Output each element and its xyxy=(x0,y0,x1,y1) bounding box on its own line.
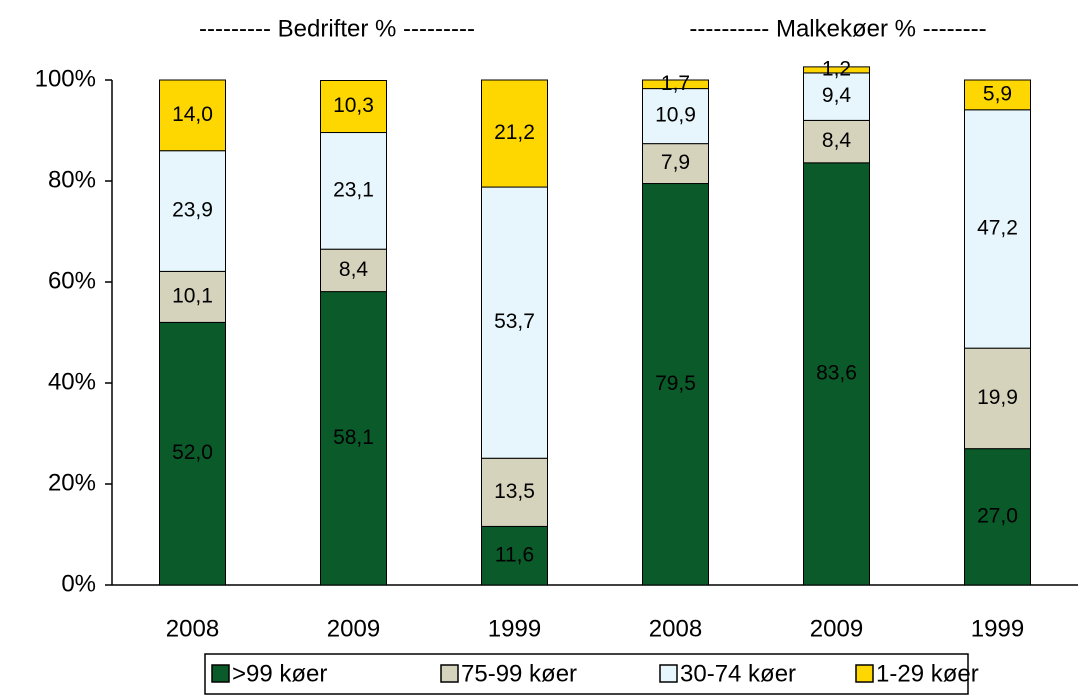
value-label: 13,5 xyxy=(494,480,535,503)
bar-segment xyxy=(964,347,1031,450)
value-label: 8,4 xyxy=(339,258,369,281)
legend-swatch xyxy=(855,664,874,683)
legend-swatch xyxy=(211,664,230,683)
legend-swatch xyxy=(440,664,459,683)
value-label: 58,1 xyxy=(333,426,374,449)
x-tick-label: 2008 xyxy=(649,615,702,642)
legend-swatch xyxy=(659,664,678,683)
legend-label: 75-99 køer xyxy=(461,660,577,687)
bar-segment xyxy=(159,321,226,586)
y-tick-label: 80% xyxy=(48,166,96,193)
bar-segment xyxy=(320,80,387,134)
value-label: 10,9 xyxy=(655,104,696,127)
value-label: 23,9 xyxy=(172,199,213,222)
bar-segment xyxy=(964,79,1031,111)
legend-label: 1-29 køer xyxy=(876,660,979,687)
value-label: 79,5 xyxy=(655,372,696,395)
group-header: --------- Bedrifter % --------- xyxy=(199,15,475,42)
value-label: 21,2 xyxy=(494,121,535,144)
value-label: 7,9 xyxy=(661,151,690,174)
bar-segment xyxy=(159,270,226,323)
group-header: ---------- Malkekøer % -------- xyxy=(689,15,986,42)
x-tick-label: 2009 xyxy=(810,615,863,642)
bar-segment xyxy=(964,448,1031,586)
bar-segment xyxy=(803,119,870,164)
y-tick-label: 60% xyxy=(48,267,96,294)
value-label: 19,9 xyxy=(977,386,1018,409)
value-label: 8,4 xyxy=(822,129,852,152)
legend-label: >99 køer xyxy=(232,660,327,687)
value-label: 9,4 xyxy=(822,84,852,107)
y-tick-label: 0% xyxy=(61,570,96,597)
x-tick-label: 1999 xyxy=(488,615,541,642)
legend-box xyxy=(204,653,969,695)
bar-segment xyxy=(803,162,870,586)
value-label: 1,7 xyxy=(661,72,690,95)
legend-label: 30-74 køer xyxy=(680,660,796,687)
bar-segment xyxy=(964,109,1031,349)
bar-segment xyxy=(803,66,870,74)
value-label: 23,1 xyxy=(333,178,374,201)
bar-segment xyxy=(642,79,709,90)
value-label: 27,0 xyxy=(977,504,1018,527)
bar-segment xyxy=(481,79,548,188)
value-label: 5,9 xyxy=(983,82,1012,105)
y-tick-label: 40% xyxy=(48,368,96,395)
bar-segment xyxy=(159,79,226,152)
value-label: 11,6 xyxy=(495,543,534,566)
bar-segment xyxy=(803,72,870,121)
x-tick-label: 2008 xyxy=(166,615,219,642)
value-label: 47,2 xyxy=(977,217,1018,240)
value-label: 53,7 xyxy=(494,310,535,333)
x-tick-label: 2009 xyxy=(327,615,380,642)
bar-segment xyxy=(320,291,387,586)
bar-segment xyxy=(481,186,548,459)
value-label: 83,6 xyxy=(816,361,857,384)
bar-segment xyxy=(481,525,548,586)
value-label: 52,0 xyxy=(172,441,213,464)
value-label: 10,3 xyxy=(333,94,374,117)
bar-segment xyxy=(159,150,226,272)
bar-segment xyxy=(320,132,387,250)
bar-segment xyxy=(481,457,548,527)
x-tick-label: 1999 xyxy=(971,615,1024,642)
y-tick-label: 20% xyxy=(48,469,96,496)
y-tick-label: 100% xyxy=(35,65,96,92)
value-label: 14,0 xyxy=(172,103,213,126)
value-label: 10,1 xyxy=(172,284,213,307)
value-label: 1,2 xyxy=(822,57,851,80)
